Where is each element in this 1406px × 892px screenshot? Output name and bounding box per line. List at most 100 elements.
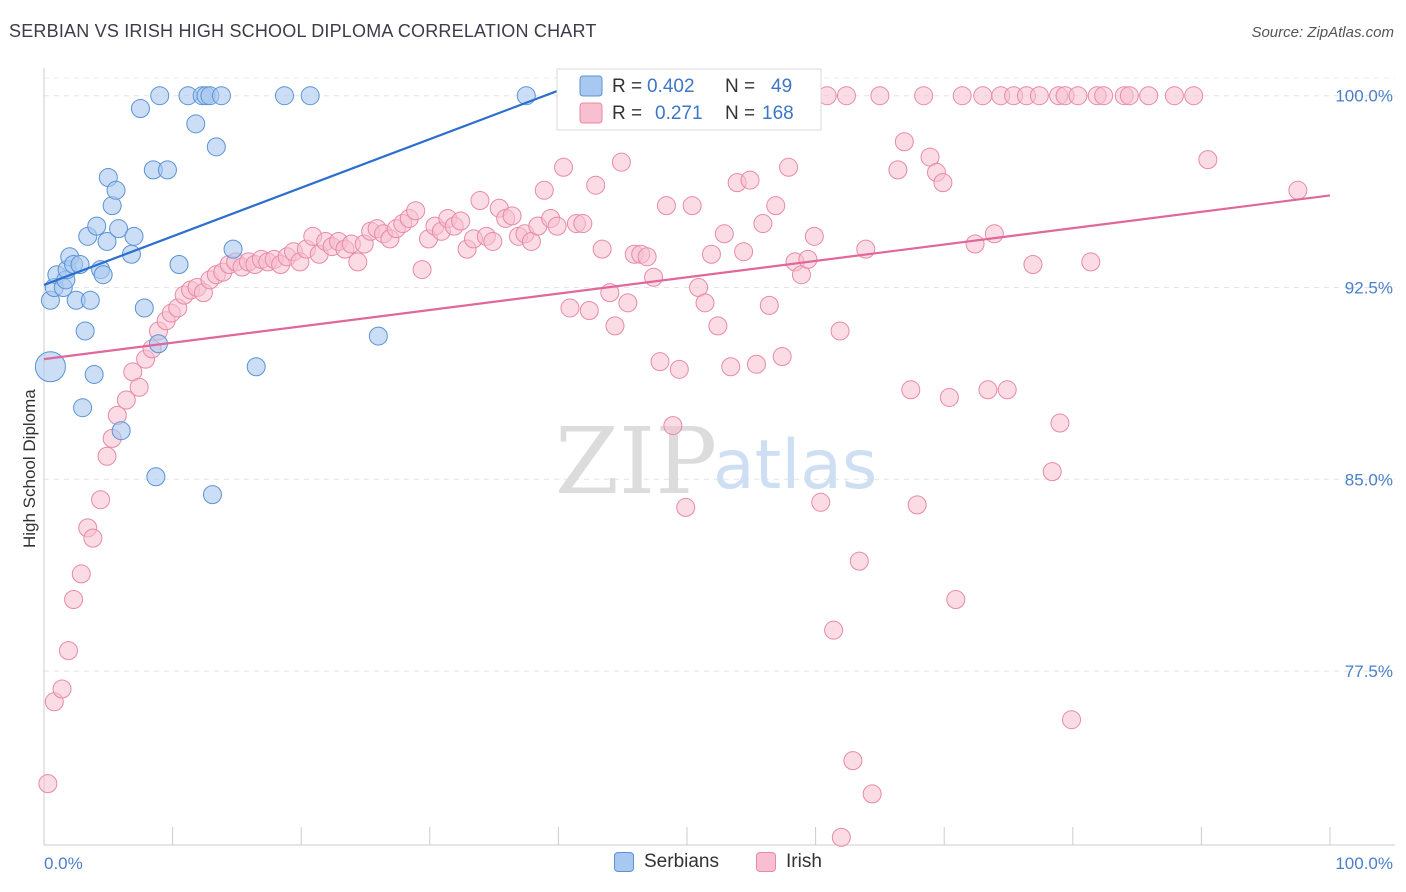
irish-point — [772, 347, 792, 367]
irish-point — [708, 316, 728, 336]
irish-point — [779, 157, 799, 177]
irish-point — [843, 751, 863, 771]
y-axis-title: High School Diploma — [20, 389, 39, 548]
irish-point — [798, 249, 818, 269]
legend-item-irish: Irish — [756, 851, 822, 873]
irish-point — [406, 201, 426, 221]
irish-point — [58, 641, 78, 661]
irish-point — [676, 497, 696, 517]
legend-serbians-r-label: R = — [612, 76, 642, 97]
irish-point — [650, 352, 670, 372]
irish-point — [1184, 86, 1204, 106]
serbian-point — [202, 485, 222, 505]
legend-irish-swatch — [579, 102, 603, 124]
serbian-point — [111, 421, 131, 441]
irish-point — [502, 206, 522, 226]
serbian-point — [97, 231, 117, 251]
irish-point — [116, 390, 136, 410]
x-tick-label-max: 100.0% — [1335, 854, 1393, 873]
chart-title: SERBIAN VS IRISH HIGH SCHOOL DIPLOMA COR… — [9, 21, 597, 41]
serbian-point — [87, 216, 107, 236]
irish-point — [973, 86, 993, 106]
irish-point — [811, 492, 831, 512]
correlation-legend: R = 0.402 N = 49 R = 0.271 N = 168 — [556, 68, 822, 131]
serbian-point — [169, 254, 189, 274]
serbian-point — [300, 86, 320, 106]
legend-serbians-swatch — [579, 75, 603, 97]
legend-irish-n-label: N = — [725, 103, 755, 124]
irish-point — [984, 224, 1004, 244]
irish-point — [849, 551, 869, 571]
irish-point — [1081, 252, 1101, 272]
irish-point — [836, 86, 856, 106]
irish-point — [870, 86, 890, 106]
serbians-label: Serbians — [644, 851, 719, 872]
irish-point — [714, 224, 734, 244]
irish-point — [611, 152, 631, 172]
watermark-zip: ZIP — [555, 408, 717, 515]
irish-point — [644, 267, 664, 287]
x-tick-label-min: 0.0% — [44, 854, 83, 873]
irish-point — [1288, 180, 1308, 200]
irish-trend-line — [43, 194, 1331, 361]
irish-point — [1023, 254, 1043, 274]
serbian-point — [106, 180, 126, 200]
irish-point — [637, 247, 657, 267]
irish-point — [1042, 462, 1062, 482]
irish-point — [129, 377, 149, 397]
serbian-point — [206, 137, 226, 157]
irish-point — [721, 357, 741, 377]
y-tick-label: 92.5% — [1345, 278, 1393, 297]
legend-irish-n-value: 168 — [762, 103, 794, 124]
irish-point — [71, 564, 91, 584]
irish-point — [579, 301, 599, 321]
irish-point — [470, 191, 490, 211]
irish-point — [91, 490, 111, 510]
irish-point — [97, 446, 117, 466]
irish-point — [1139, 86, 1159, 106]
serbian-point — [124, 226, 144, 246]
serbian-point — [150, 86, 170, 106]
irish-label: Irish — [786, 851, 822, 872]
serbians-trend-line — [43, 89, 559, 286]
irish-point — [592, 239, 612, 259]
irish-point — [586, 175, 606, 195]
irish-point — [1050, 413, 1070, 433]
irish-point — [1119, 86, 1139, 106]
irish-point — [862, 784, 882, 804]
trend-lines — [43, 89, 1331, 361]
irish-point — [888, 160, 908, 180]
serbian-point — [73, 398, 93, 418]
irish-point — [946, 589, 966, 609]
irish-point — [605, 316, 625, 336]
irish-point — [753, 214, 773, 234]
serbian-points — [34, 86, 536, 505]
irish-point — [978, 380, 998, 400]
serbian-point — [84, 364, 104, 384]
serbian-point — [223, 239, 243, 259]
irish-point — [64, 589, 84, 609]
irish-point — [939, 387, 959, 407]
watermark-atlas: atlas — [713, 426, 877, 505]
tick-labels: 77.5% 85.0% 92.5% 100.0% 0.0% 100.0% — [44, 87, 1393, 873]
irish-point — [560, 298, 580, 318]
irish-point — [740, 170, 760, 190]
irish-point — [933, 173, 953, 193]
irish-point — [663, 416, 683, 436]
irish-point — [682, 196, 702, 216]
legend-serbians-n-label: N = — [725, 76, 755, 97]
irish-point — [1029, 86, 1049, 106]
irish-point — [766, 196, 786, 216]
irish-point — [451, 211, 471, 231]
irish-point — [914, 86, 934, 106]
irish-point — [412, 260, 432, 280]
serbian-point — [93, 265, 113, 285]
legend-serbians-n-value: 49 — [771, 76, 792, 97]
irish-point — [348, 252, 368, 272]
irish-point — [701, 244, 721, 264]
serbian-point — [368, 326, 388, 346]
y-tick-label: 85.0% — [1345, 470, 1393, 489]
series-legend: Serbians Irish — [0, 851, 1406, 879]
irish-point — [534, 180, 554, 200]
